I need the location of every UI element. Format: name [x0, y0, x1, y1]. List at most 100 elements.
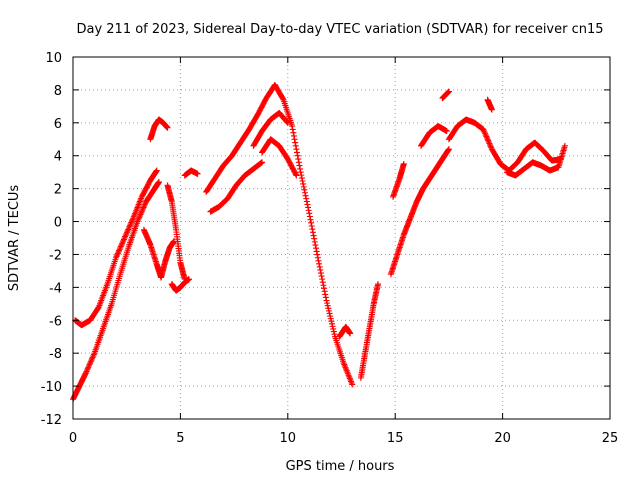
data-point — [115, 249, 122, 256]
data-point — [326, 310, 333, 317]
series-track-e — [164, 182, 188, 283]
data-point — [292, 171, 299, 178]
data-point — [328, 320, 335, 327]
data-point — [293, 172, 300, 179]
data-point — [129, 216, 136, 223]
y-tick-label: -10 — [41, 380, 62, 395]
series-track-f — [168, 276, 192, 294]
data-point — [300, 183, 307, 190]
data-point — [164, 124, 171, 131]
data-point — [123, 230, 130, 237]
data-point — [127, 220, 134, 227]
data-point — [122, 233, 129, 240]
series-track-m — [336, 323, 354, 340]
data-point — [314, 254, 321, 261]
data-point — [289, 126, 296, 133]
data-point — [482, 132, 489, 139]
data-point — [128, 218, 135, 225]
data-point — [306, 213, 313, 220]
y-tick-label: -4 — [49, 281, 62, 296]
data-point — [294, 152, 301, 159]
series-track-g — [181, 167, 201, 179]
data-point — [83, 368, 90, 375]
data-point — [316, 260, 323, 267]
data-point — [114, 251, 121, 258]
x-tick-label: 20 — [494, 431, 511, 446]
data-point — [122, 232, 129, 239]
data-point — [139, 205, 146, 212]
data-point — [443, 128, 450, 135]
data-point — [480, 126, 487, 133]
data-point — [128, 219, 135, 226]
data-point — [85, 362, 92, 369]
data-point — [311, 235, 318, 242]
data-point — [87, 358, 94, 365]
data-point — [309, 226, 316, 233]
x-tick-label: 5 — [176, 431, 184, 446]
data-point — [485, 137, 492, 144]
data-point — [324, 300, 331, 307]
y-tick-label: -6 — [49, 314, 62, 329]
data-point — [117, 244, 124, 251]
y-tick-label: -12 — [41, 413, 62, 428]
data-point — [321, 285, 328, 292]
data-point — [135, 217, 142, 224]
data-point — [303, 198, 310, 205]
data-point — [302, 192, 309, 199]
data-point — [119, 239, 126, 246]
data-point — [136, 214, 143, 221]
data-point — [125, 225, 132, 232]
data-point — [328, 318, 335, 325]
data-point — [284, 119, 291, 126]
data-point — [279, 95, 286, 102]
x-tick-label: 10 — [280, 431, 297, 446]
data-point — [259, 159, 266, 166]
data-point — [323, 297, 330, 304]
data-point — [312, 242, 319, 249]
data-point — [316, 263, 323, 270]
data-point — [304, 201, 311, 208]
data-point — [301, 189, 308, 196]
y-tick-label: 8 — [54, 84, 62, 99]
data-point — [118, 242, 125, 249]
data-point — [305, 207, 312, 214]
data-point — [194, 170, 201, 177]
data-point — [297, 169, 304, 176]
data-point — [138, 208, 145, 215]
data-point — [124, 227, 131, 234]
data-point — [137, 211, 144, 218]
data-point — [124, 229, 131, 236]
data-point — [303, 195, 310, 202]
data-point — [487, 141, 494, 148]
data-point — [88, 357, 95, 364]
data-point — [82, 369, 89, 376]
series-track-p — [390, 160, 407, 200]
y-tick-label: -8 — [49, 347, 62, 362]
series-track-n — [357, 281, 382, 381]
data-point — [114, 250, 121, 257]
data-point — [90, 353, 97, 360]
data-point — [483, 133, 490, 140]
data-point — [484, 136, 491, 143]
y-tick-label: -2 — [49, 248, 62, 263]
data-point — [318, 273, 325, 280]
data-point — [89, 355, 96, 362]
data-point — [315, 257, 322, 264]
data-point — [307, 216, 314, 223]
data-point — [481, 129, 488, 136]
data-point — [320, 282, 327, 289]
data-point — [185, 276, 192, 283]
data-point — [292, 142, 299, 149]
data-point — [322, 294, 329, 301]
x-axis-label: GPS time / hours — [286, 459, 395, 474]
data-point — [313, 248, 320, 255]
data-point — [349, 381, 356, 388]
data-point — [308, 219, 315, 226]
data-point — [327, 313, 334, 320]
x-tick-label: 0 — [69, 431, 77, 446]
data-point — [296, 162, 303, 169]
data-point — [112, 254, 119, 261]
data-point — [291, 136, 298, 143]
x-tick-label: 25 — [602, 431, 619, 446]
